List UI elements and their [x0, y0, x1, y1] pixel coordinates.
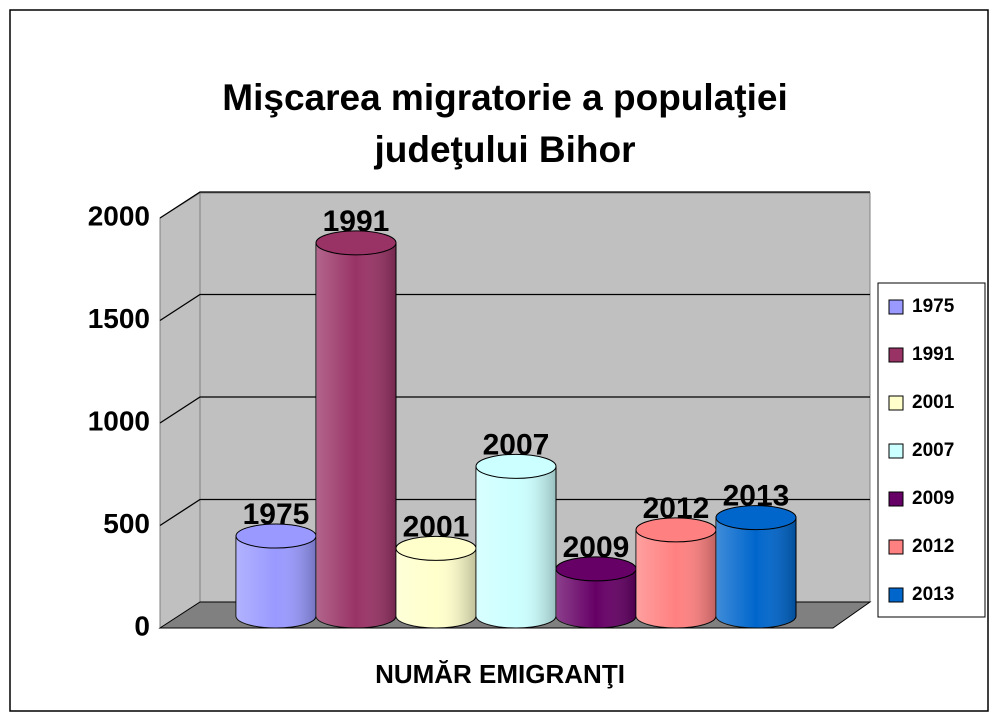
plot	[235, 230, 797, 629]
bar-top	[315, 230, 397, 256]
bar	[395, 535, 477, 629]
chart-title: judeţului Bihor	[373, 129, 635, 170]
grid-line	[159, 498, 870, 527]
legend-label: 2009	[912, 488, 954, 509]
legend-label: 2012	[912, 536, 954, 557]
x-axis-label: NUMĂR EMIGRANŢI	[375, 659, 625, 689]
bar-shade	[236, 536, 316, 628]
data-label: 2012	[643, 492, 710, 525]
y-tick-label: 2000	[88, 200, 150, 231]
data-label: 2007	[483, 428, 550, 461]
bar	[635, 517, 717, 629]
bar-shade	[716, 517, 796, 628]
legend-swatch	[888, 443, 904, 459]
bar-shade	[396, 548, 476, 628]
data-label: 1975	[243, 498, 310, 531]
y-tick-label: 0	[134, 610, 150, 641]
bar	[715, 505, 797, 629]
bar-shade	[316, 242, 396, 628]
legend-swatch	[888, 587, 904, 603]
bar-top	[475, 453, 557, 479]
legend-swatch	[888, 395, 904, 411]
bar-shade	[476, 466, 556, 628]
bar	[555, 556, 637, 629]
grid	[159, 191, 870, 527]
legend-swatch	[888, 539, 904, 555]
data-label: 1991	[323, 205, 390, 238]
bar-top	[715, 505, 797, 531]
legend-label: 2001	[912, 392, 955, 413]
bar-shade	[556, 568, 636, 628]
legend-label: 2013	[912, 584, 954, 605]
grid-line	[159, 293, 870, 322]
data-label: 2013	[723, 480, 790, 513]
grid-line	[159, 191, 870, 219]
data-label: 2001	[403, 510, 470, 543]
legend-swatch	[888, 491, 904, 507]
bar-shade	[636, 529, 716, 628]
legend-swatch	[888, 347, 904, 363]
bar	[315, 230, 397, 629]
y-tick-label: 1000	[88, 405, 150, 436]
y-tick-label: 1500	[88, 303, 150, 334]
bar	[235, 523, 317, 629]
legend-label: 2007	[912, 440, 954, 461]
bar	[475, 453, 557, 629]
y-tick-label: 500	[103, 508, 150, 539]
legend-label: 1991	[912, 344, 955, 365]
grid-line	[159, 396, 870, 424]
chart-title: Mişcarea migratorie a populaţiei	[222, 77, 787, 118]
legend-swatch	[888, 299, 904, 315]
legend-label: 1975	[912, 296, 955, 317]
data-label: 2009	[563, 531, 630, 564]
